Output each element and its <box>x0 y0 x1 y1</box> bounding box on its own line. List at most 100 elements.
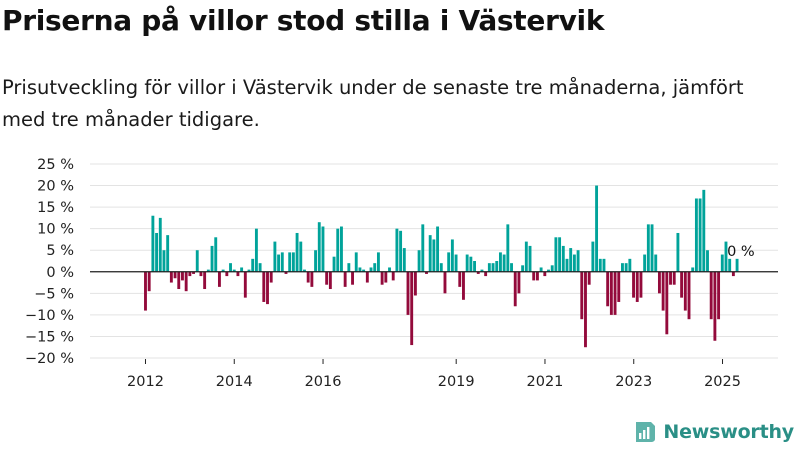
brand-name: Newsworthy <box>663 421 794 443</box>
y-tick-label: −20 % <box>25 351 74 367</box>
bar <box>680 271 684 298</box>
bar <box>731 271 735 277</box>
bar <box>151 215 155 272</box>
bar <box>661 271 665 311</box>
bar <box>158 217 162 272</box>
bar <box>598 258 602 272</box>
bar <box>691 267 695 272</box>
bar <box>617 271 621 302</box>
bar <box>613 271 617 315</box>
bar <box>528 245 532 272</box>
bar <box>299 241 303 272</box>
y-tick-label: 5 % <box>46 243 74 259</box>
bar <box>550 265 554 272</box>
bar <box>376 252 380 272</box>
bar <box>524 241 528 272</box>
y-tick-label: −10 % <box>25 308 74 324</box>
bar <box>203 271 207 290</box>
bar <box>144 271 147 311</box>
bar <box>491 263 495 272</box>
y-tick-label: 20 % <box>37 179 74 195</box>
bar <box>240 267 244 272</box>
bar <box>565 258 569 272</box>
bar <box>513 271 517 307</box>
bar <box>406 271 410 315</box>
y-tick-label: 0 % <box>46 265 74 281</box>
bar <box>251 258 255 272</box>
bar <box>388 267 391 272</box>
bar <box>465 254 469 272</box>
bar <box>380 271 384 285</box>
bar <box>643 254 647 272</box>
bar <box>280 252 284 272</box>
bar <box>543 271 547 277</box>
bar <box>402 248 406 272</box>
bar <box>188 271 192 277</box>
bar <box>340 226 343 272</box>
bar <box>480 269 484 272</box>
bar <box>206 269 210 272</box>
bar <box>735 258 739 272</box>
bar <box>694 198 698 272</box>
bar <box>217 271 221 287</box>
bar <box>199 271 203 277</box>
bar <box>484 271 488 277</box>
bar <box>628 258 632 272</box>
bar <box>454 254 458 272</box>
bars <box>144 185 739 348</box>
bar <box>595 185 599 272</box>
x-axis-labels: 2012 2014 2016 2019 2021 2023 2025 <box>127 359 741 390</box>
bar <box>717 271 721 320</box>
bar <box>317 222 321 272</box>
bar <box>266 271 269 305</box>
bar <box>421 224 425 272</box>
y-axis-labels: −20 % −15 % −10 % −5 % 0 % 5 % 10 % 15 % 20 % 25 … <box>25 157 74 367</box>
y-tick-label: 10 % <box>37 222 74 238</box>
x-tick-label: 2016 <box>305 374 342 390</box>
bar <box>447 252 451 272</box>
bar <box>173 271 177 279</box>
bar <box>495 261 499 272</box>
bar <box>269 271 273 283</box>
bar <box>277 254 281 272</box>
bar <box>602 258 606 272</box>
bar <box>635 271 639 302</box>
bar <box>225 271 229 277</box>
bar <box>391 271 395 281</box>
bar <box>236 271 240 277</box>
x-tick-label: 2021 <box>527 374 564 390</box>
bar <box>683 271 687 311</box>
bar <box>177 271 181 290</box>
y-tick-label: 15 % <box>37 200 74 216</box>
bar <box>584 271 587 348</box>
bar <box>672 271 676 285</box>
bar <box>621 263 624 272</box>
bar <box>698 198 702 272</box>
bar <box>413 271 417 296</box>
bar <box>728 258 732 272</box>
bar <box>373 263 377 272</box>
bar <box>532 271 536 281</box>
bar <box>347 263 351 272</box>
bar <box>295 232 299 272</box>
bar <box>284 271 288 274</box>
bar <box>650 224 654 272</box>
x-tick-label: 2019 <box>438 374 475 390</box>
bar <box>169 271 173 283</box>
bar <box>487 263 491 272</box>
x-tick-label: 2025 <box>704 374 741 390</box>
bar <box>166 235 170 272</box>
bar <box>358 267 362 272</box>
bar <box>229 263 232 272</box>
bar <box>195 250 199 272</box>
bar <box>632 271 635 298</box>
bar <box>469 256 473 272</box>
bar <box>443 271 447 294</box>
bar <box>210 245 214 272</box>
bar <box>720 254 724 272</box>
x-tick-label: 2012 <box>127 374 164 390</box>
bar <box>521 265 525 272</box>
bar <box>687 271 691 320</box>
bar <box>702 189 706 272</box>
